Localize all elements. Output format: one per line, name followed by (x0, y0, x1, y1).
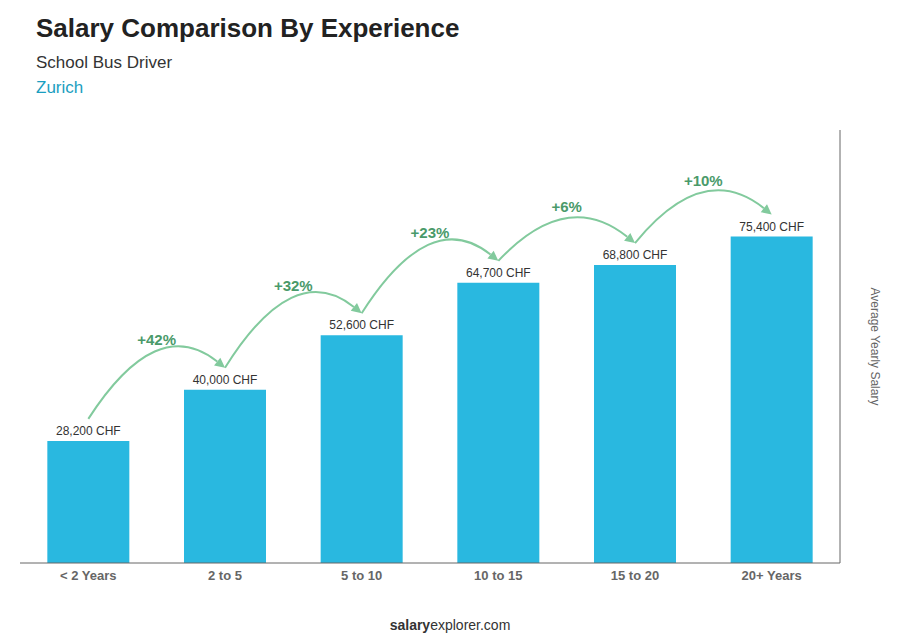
svg-text:< 2 Years: < 2 Years (60, 568, 117, 583)
svg-text:64,700 CHF: 64,700 CHF (466, 266, 531, 280)
svg-text:+42%: +42% (137, 331, 176, 348)
svg-text:20+ Years: 20+ Years (742, 568, 802, 583)
svg-text:+10%: +10% (684, 172, 723, 189)
svg-text:+6%: +6% (551, 198, 581, 215)
svg-text:52,600 CHF: 52,600 CHF (329, 318, 394, 332)
svg-text:+23%: +23% (411, 224, 450, 241)
html-text:Salary Comparison By Experienc: Salary Comparison By Experience (36, 13, 460, 43)
html-text:School Bus Driver: School Bus Driver (36, 53, 173, 72)
svg-text:15 to 20: 15 to 20 (611, 568, 659, 583)
svg-text:2 to 5: 2 to 5 (208, 568, 242, 583)
svg-text:28,200 CHF: 28,200 CHF (56, 424, 121, 438)
svg-text:+32%: +32% (274, 277, 313, 294)
svg-text:Average Yearly Salary: Average Yearly Salary (868, 288, 882, 406)
html-text:Zurich: Zurich (36, 78, 84, 97)
svg-text:5 to 10: 5 to 10 (341, 568, 382, 583)
svg-text:75,400 CHF: 75,400 CHF (739, 220, 804, 234)
svg-text:10 to 15: 10 to 15 (474, 568, 522, 583)
html-text:salary explorer.com: salary explorer.com (389, 617, 511, 633)
svg-text:68,800 CHF: 68,800 CHF (603, 248, 668, 262)
svg-text:40,000 CHF: 40,000 CHF (193, 373, 258, 387)
